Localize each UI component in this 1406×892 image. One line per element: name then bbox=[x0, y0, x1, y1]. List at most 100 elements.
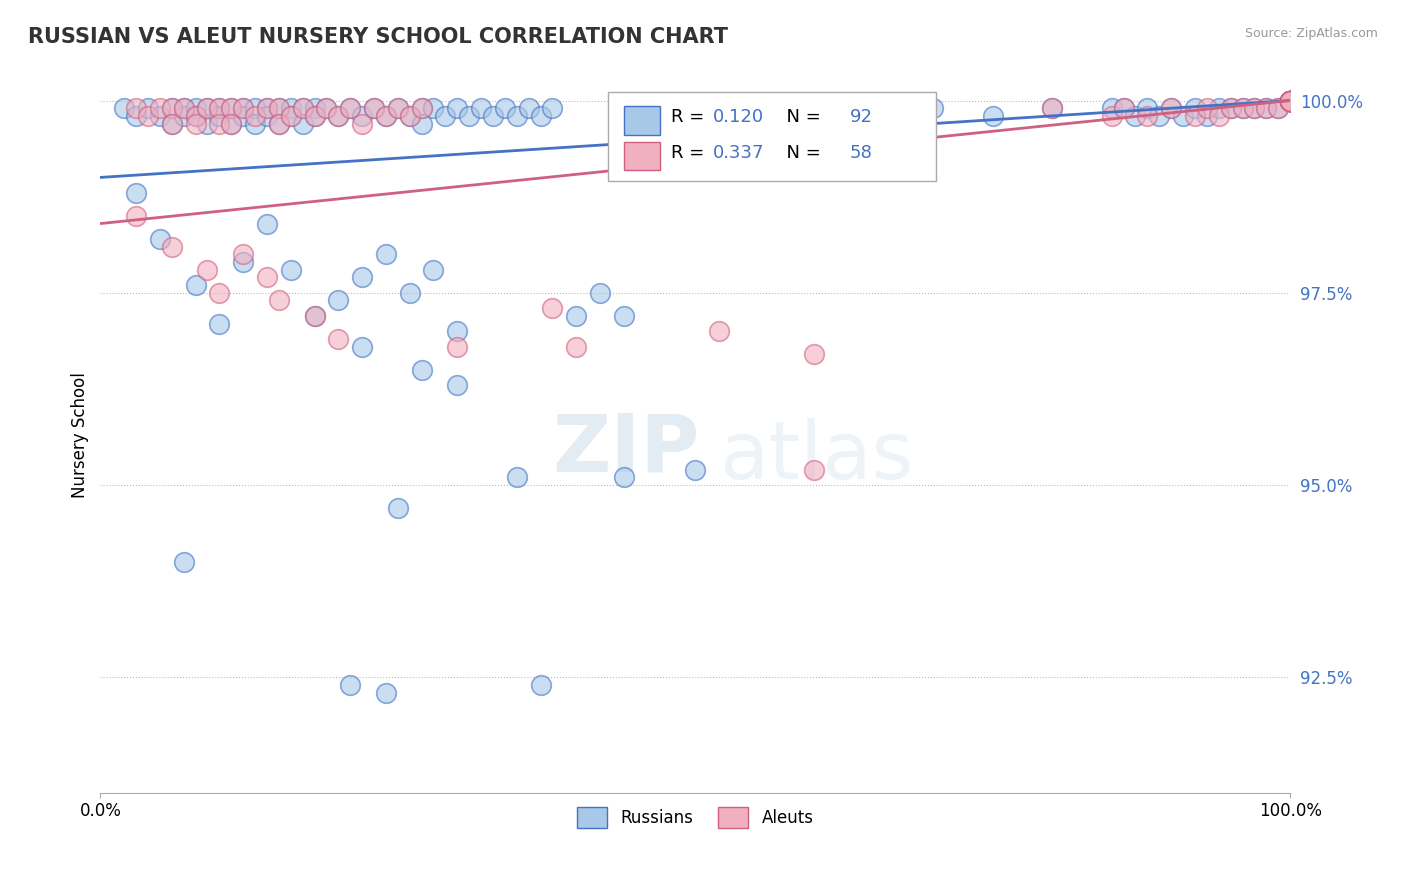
Point bbox=[565, 340, 588, 354]
Point bbox=[374, 686, 396, 700]
Point bbox=[232, 101, 254, 115]
Point bbox=[1267, 101, 1289, 115]
Point bbox=[219, 101, 242, 115]
Point bbox=[1279, 94, 1302, 108]
Point bbox=[328, 332, 350, 346]
Point bbox=[506, 109, 529, 123]
Point bbox=[398, 285, 420, 300]
Point bbox=[173, 101, 195, 115]
Point bbox=[208, 101, 231, 115]
Point bbox=[328, 109, 350, 123]
FancyBboxPatch shape bbox=[609, 92, 935, 181]
Point bbox=[304, 109, 326, 123]
Point bbox=[304, 101, 326, 115]
Point bbox=[315, 101, 337, 115]
Point bbox=[352, 109, 374, 123]
Point bbox=[862, 109, 884, 123]
Point bbox=[922, 101, 945, 115]
Text: N =: N = bbox=[775, 144, 827, 161]
Point bbox=[256, 101, 278, 115]
Point bbox=[446, 324, 468, 338]
Point bbox=[1279, 94, 1302, 108]
Point bbox=[1279, 94, 1302, 108]
Point bbox=[339, 678, 361, 692]
Point bbox=[267, 117, 290, 131]
Point bbox=[1279, 94, 1302, 108]
Point bbox=[136, 109, 159, 123]
Point bbox=[1279, 94, 1302, 108]
Point bbox=[160, 101, 183, 115]
Point bbox=[1279, 94, 1302, 108]
Point bbox=[125, 101, 148, 115]
Point bbox=[267, 117, 290, 131]
Point bbox=[352, 117, 374, 131]
Point bbox=[803, 101, 825, 115]
Point bbox=[291, 101, 314, 115]
Point bbox=[1243, 101, 1265, 115]
Point bbox=[1101, 109, 1123, 123]
Point bbox=[434, 109, 457, 123]
Point bbox=[458, 109, 481, 123]
Point bbox=[981, 109, 1004, 123]
Point bbox=[744, 101, 766, 115]
Text: atlas: atlas bbox=[718, 417, 914, 495]
Point bbox=[470, 101, 492, 115]
Point bbox=[744, 109, 766, 123]
Point bbox=[267, 101, 290, 115]
Point bbox=[184, 101, 207, 115]
Point bbox=[1279, 94, 1302, 108]
Point bbox=[243, 101, 266, 115]
Point bbox=[1184, 101, 1206, 115]
Point bbox=[1279, 94, 1302, 108]
Point bbox=[446, 101, 468, 115]
Point bbox=[184, 278, 207, 293]
Point bbox=[291, 117, 314, 131]
Point bbox=[1195, 109, 1218, 123]
Point bbox=[1279, 94, 1302, 108]
Point bbox=[398, 109, 420, 123]
Point bbox=[1279, 94, 1302, 108]
Point bbox=[125, 209, 148, 223]
Point bbox=[839, 101, 862, 115]
Point bbox=[494, 101, 516, 115]
Point bbox=[219, 117, 242, 131]
Point bbox=[1279, 94, 1302, 108]
Point bbox=[1279, 94, 1302, 108]
Bar bbox=[624, 106, 659, 135]
Point bbox=[1136, 101, 1159, 115]
Point bbox=[1160, 101, 1182, 115]
Point bbox=[125, 109, 148, 123]
Point bbox=[1279, 94, 1302, 108]
Text: 0.120: 0.120 bbox=[713, 108, 765, 126]
Point bbox=[374, 109, 396, 123]
Text: RUSSIAN VS ALEUT NURSERY SCHOOL CORRELATION CHART: RUSSIAN VS ALEUT NURSERY SCHOOL CORRELAT… bbox=[28, 27, 728, 46]
Point bbox=[387, 101, 409, 115]
Point bbox=[256, 101, 278, 115]
Point bbox=[613, 470, 636, 484]
Point bbox=[149, 232, 172, 246]
Point bbox=[1243, 101, 1265, 115]
Point bbox=[1184, 109, 1206, 123]
Point bbox=[613, 309, 636, 323]
Bar bbox=[624, 142, 659, 170]
Point bbox=[232, 109, 254, 123]
Point bbox=[363, 101, 385, 115]
Point bbox=[374, 247, 396, 261]
Point bbox=[267, 293, 290, 308]
Point bbox=[1112, 101, 1135, 115]
Point bbox=[136, 101, 159, 115]
Point bbox=[398, 109, 420, 123]
Point bbox=[1219, 101, 1241, 115]
Point bbox=[160, 101, 183, 115]
Y-axis label: Nursery School: Nursery School bbox=[72, 372, 89, 498]
Point bbox=[1101, 101, 1123, 115]
Point bbox=[173, 109, 195, 123]
Point bbox=[1279, 94, 1302, 108]
Point bbox=[565, 309, 588, 323]
Point bbox=[315, 101, 337, 115]
Point bbox=[387, 101, 409, 115]
Point bbox=[446, 378, 468, 392]
Point bbox=[280, 101, 302, 115]
Point bbox=[1136, 109, 1159, 123]
Text: 0.337: 0.337 bbox=[713, 144, 765, 161]
